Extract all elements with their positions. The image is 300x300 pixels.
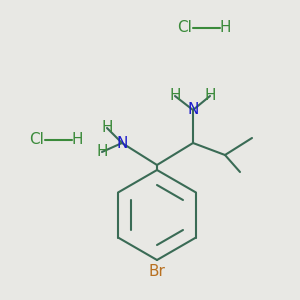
Text: H: H (204, 88, 216, 104)
Text: H: H (96, 145, 108, 160)
Text: Cl: Cl (30, 133, 44, 148)
Text: H: H (101, 121, 113, 136)
Text: N: N (116, 136, 128, 151)
Text: Br: Br (148, 265, 165, 280)
Text: H: H (219, 20, 231, 35)
Text: H: H (71, 133, 83, 148)
Text: H: H (169, 88, 181, 104)
Text: N: N (187, 103, 199, 118)
Text: Cl: Cl (178, 20, 192, 35)
